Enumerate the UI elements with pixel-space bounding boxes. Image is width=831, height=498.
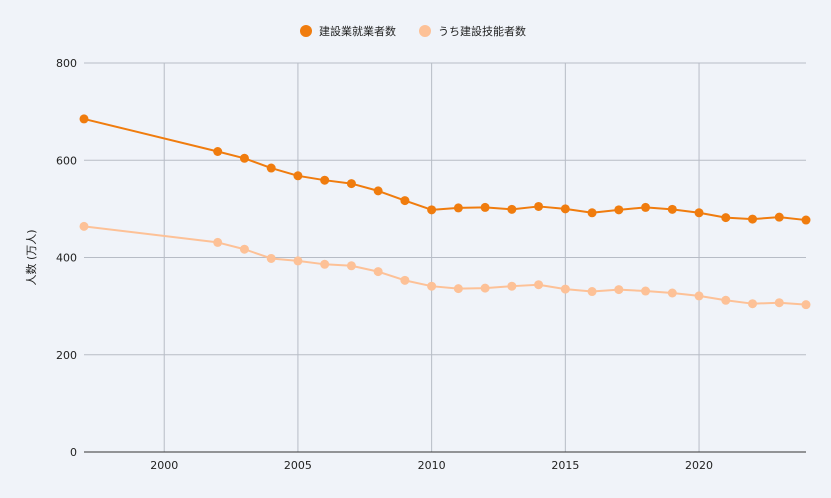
axes: 0 200 400 600 800 2000 2005 2010 2015 2020 [56, 57, 806, 472]
data-point[interactable] [239, 153, 249, 163]
y-tick-label: 400 [56, 252, 77, 265]
data-point[interactable] [694, 208, 704, 218]
y-tick-label: 800 [56, 57, 77, 70]
data-point[interactable] [721, 213, 731, 223]
data-point[interactable] [560, 204, 570, 214]
series [79, 114, 811, 310]
data-point[interactable] [801, 215, 811, 225]
data-point[interactable] [266, 163, 276, 173]
x-tick-label: 2005 [284, 459, 312, 472]
data-point[interactable] [427, 205, 437, 215]
data-point[interactable] [213, 147, 223, 156]
x-tick-label: 2015 [551, 459, 579, 472]
data-point[interactable] [667, 288, 677, 298]
data-point[interactable] [400, 196, 410, 206]
legend-label-series-2[interactable]: うち建設技能者数 [438, 24, 526, 38]
data-point[interactable] [79, 114, 89, 124]
data-point[interactable] [534, 280, 544, 290]
data-point[interactable] [480, 283, 490, 293]
data-point[interactable] [507, 281, 517, 291]
data-point[interactable] [213, 237, 223, 247]
series-line-1 [83, 117, 807, 222]
data-point[interactable] [587, 208, 597, 218]
legend-marker-series-1[interactable] [300, 25, 312, 37]
data-point[interactable] [480, 202, 490, 212]
legend[interactable]: 建設業就業者数 うち建設技能者数 [300, 24, 526, 38]
series-1 [79, 114, 811, 225]
data-point[interactable] [453, 203, 463, 213]
y-tick-label: 0 [70, 446, 77, 459]
data-point[interactable] [373, 267, 383, 277]
y-tick-label: 600 [56, 154, 77, 167]
x-tick-label: 2000 [150, 459, 178, 472]
x-tick-label: 2010 [418, 459, 446, 472]
legend-marker-series-2[interactable] [419, 25, 431, 37]
data-point[interactable] [614, 205, 624, 215]
data-point[interactable] [346, 179, 356, 189]
x-tick-label: 2020 [685, 459, 713, 472]
data-point[interactable] [641, 286, 651, 296]
data-point[interactable] [748, 214, 758, 224]
legend-label-series-1[interactable]: 建設業就業者数 [319, 24, 396, 38]
data-point[interactable] [614, 285, 624, 295]
data-point[interactable] [694, 291, 704, 301]
data-point[interactable] [534, 201, 544, 211]
data-point[interactable] [560, 284, 570, 294]
data-point[interactable] [320, 259, 330, 269]
y-axis-title: 人数 (万人) [25, 229, 38, 285]
data-point[interactable] [293, 171, 303, 181]
data-point[interactable] [801, 300, 811, 310]
data-point[interactable] [293, 256, 303, 266]
series-2 [79, 221, 811, 310]
data-point[interactable] [266, 253, 276, 263]
data-point[interactable] [79, 221, 89, 231]
data-point[interactable] [774, 212, 784, 222]
data-point[interactable] [427, 281, 437, 291]
data-point[interactable] [400, 275, 410, 285]
data-point[interactable] [453, 284, 463, 294]
data-point[interactable] [373, 186, 383, 196]
data-point[interactable] [320, 175, 330, 185]
data-point[interactable] [748, 299, 758, 309]
y-tick-label: 200 [56, 349, 77, 362]
data-point[interactable] [346, 261, 356, 271]
data-point[interactable] [774, 298, 784, 308]
data-point[interactable] [239, 244, 249, 254]
data-point[interactable] [667, 204, 677, 214]
data-point[interactable] [641, 202, 651, 212]
data-point[interactable] [587, 287, 597, 297]
data-point[interactable] [721, 295, 731, 305]
data-point[interactable] [507, 204, 517, 214]
grid [84, 62, 806, 452]
